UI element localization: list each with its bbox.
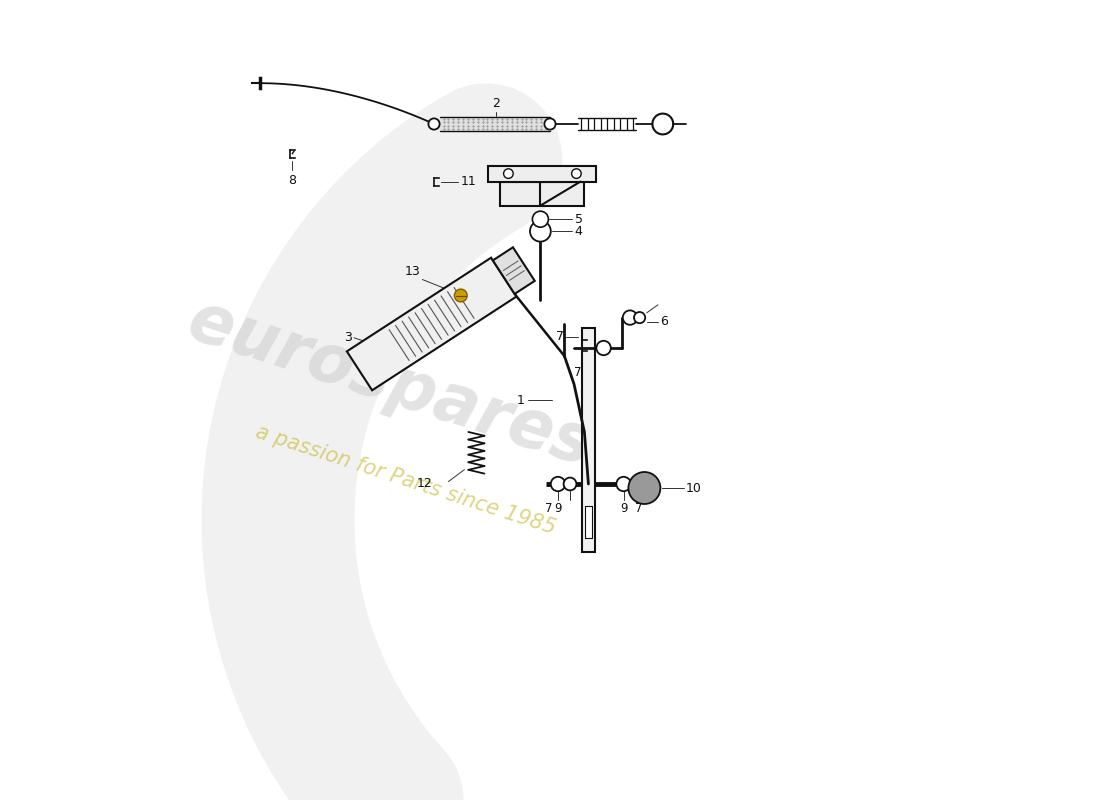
- Circle shape: [634, 312, 646, 323]
- Text: 7: 7: [635, 502, 642, 515]
- Polygon shape: [500, 182, 584, 206]
- Polygon shape: [582, 328, 595, 552]
- Text: 5: 5: [575, 213, 583, 226]
- Text: 11: 11: [461, 175, 476, 188]
- Circle shape: [544, 118, 556, 130]
- Text: 2: 2: [492, 97, 499, 110]
- Circle shape: [628, 472, 660, 504]
- Text: a passion for Parts since 1985: a passion for Parts since 1985: [253, 422, 559, 538]
- Polygon shape: [346, 258, 516, 390]
- Text: 10: 10: [686, 482, 702, 494]
- Text: 3: 3: [344, 331, 352, 344]
- Circle shape: [623, 310, 637, 325]
- Circle shape: [428, 118, 440, 130]
- Text: 6: 6: [660, 315, 669, 328]
- Text: 9: 9: [554, 502, 562, 515]
- Circle shape: [616, 477, 630, 491]
- Text: 13: 13: [405, 265, 421, 278]
- Circle shape: [454, 289, 467, 302]
- Circle shape: [530, 221, 551, 242]
- Circle shape: [504, 169, 514, 178]
- Text: 4: 4: [575, 225, 583, 238]
- Circle shape: [532, 211, 549, 227]
- Circle shape: [551, 477, 565, 491]
- Text: 7: 7: [574, 366, 582, 378]
- Text: 9: 9: [619, 502, 627, 515]
- Polygon shape: [493, 247, 535, 294]
- Circle shape: [652, 114, 673, 134]
- Circle shape: [563, 478, 576, 490]
- Text: 1: 1: [517, 394, 525, 406]
- Text: 7: 7: [544, 502, 552, 515]
- Text: 8: 8: [288, 174, 296, 186]
- Polygon shape: [488, 166, 596, 182]
- Text: 7: 7: [556, 330, 563, 343]
- Text: eurospares: eurospares: [179, 287, 601, 481]
- Text: 12: 12: [417, 477, 432, 490]
- Circle shape: [572, 169, 581, 178]
- Circle shape: [596, 341, 611, 355]
